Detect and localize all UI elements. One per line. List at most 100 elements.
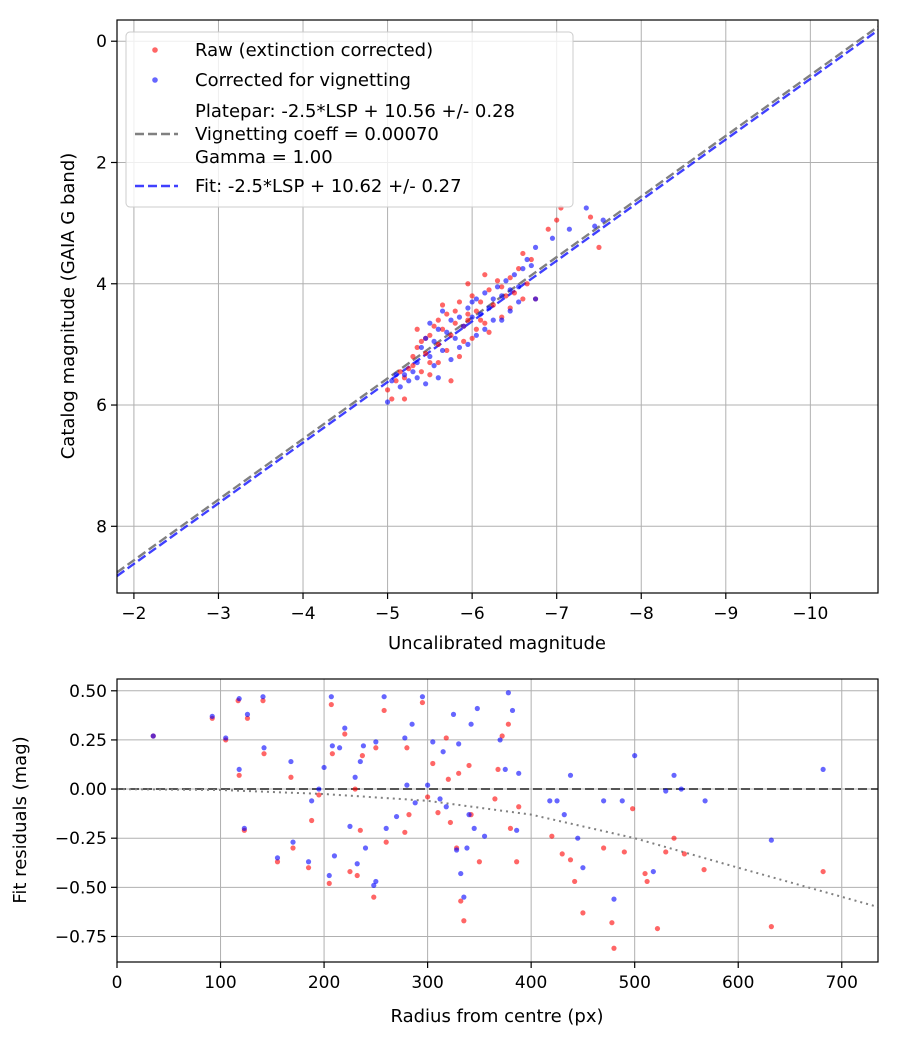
bottom-corrected-point: [288, 758, 294, 765]
top-corrected-point: [439, 347, 446, 354]
bottom-corrected-point: [456, 741, 462, 747]
bottom-raw-point: [549, 833, 555, 839]
top-corrected-point: [532, 296, 539, 302]
bottom-y-axis-label: Fit residuals (mag): [10, 736, 31, 903]
bottom-raw-point: [820, 868, 826, 875]
bottom-raw-point: [359, 753, 365, 759]
bottom-raw-point: [516, 804, 522, 810]
bottom-corrected-point: [236, 766, 242, 773]
bottom-raw-point: [244, 715, 251, 721]
bottom-x-tick-label: 500: [618, 973, 650, 993]
top-corrected-point: [435, 375, 441, 381]
top-corrected-point: [469, 314, 475, 320]
bottom-corrected-point: [514, 827, 520, 833]
top-raw-point: [545, 226, 551, 232]
top-raw-point: [384, 387, 391, 393]
top-plot-frame: [116, 19, 879, 594]
top-corrected-point: [516, 284, 522, 290]
top-x-tick-label: −3: [206, 604, 231, 624]
top-corrected-point: [414, 375, 420, 381]
bottom-corrected-point: [820, 766, 826, 773]
bottom-y-tick-label: 0.25: [69, 731, 107, 751]
bottom-corrected-point: [241, 825, 247, 831]
bottom-corrected-point: [260, 694, 266, 700]
bottom-raw-point: [642, 870, 648, 877]
top-x-tick-label: −10: [792, 604, 828, 624]
bottom-corrected-point: [440, 749, 446, 755]
top-raw-point: [427, 372, 433, 378]
top-raw-point: [431, 323, 437, 329]
bottom-raw-point: [768, 924, 774, 930]
top-corrected-point: [494, 284, 501, 290]
bottom-raw-point: [492, 796, 498, 802]
bottom-corrected-point: [383, 825, 389, 831]
bottom-y-tick-label: −0.75: [55, 927, 107, 947]
top-y-tick-label: 6: [96, 396, 107, 416]
legend-fit-label: Fit: -2.5*LSP + 10.62 +/- 0.27: [195, 176, 462, 197]
top-raw-point: [448, 378, 454, 384]
bottom-corrected-point: [509, 707, 516, 714]
top-corrected-point: [423, 381, 429, 387]
bottom-corrected-point: [409, 721, 415, 727]
legend-corrected-marker: [152, 77, 158, 83]
bottom-raw-point: [425, 794, 431, 800]
legend-box: [125, 31, 574, 208]
bottom-raw-point: [499, 733, 505, 739]
bottom-x-tick-label: 100: [204, 973, 236, 993]
top-raw-point: [465, 311, 471, 317]
bottom-corrected-point: [371, 882, 377, 888]
top-corrected-point: [490, 296, 496, 302]
bottom-corrected-point: [309, 798, 315, 804]
top-raw-point: [469, 293, 475, 299]
bottom-corrected-point: [223, 735, 229, 741]
bottom-corrected-point: [502, 766, 508, 773]
top-raw-point: [482, 320, 488, 326]
bottom-raw-point: [461, 918, 467, 924]
bottom-raw-point: [445, 776, 451, 782]
bottom-raw-point: [402, 829, 408, 835]
top-raw-point: [461, 338, 467, 344]
top-y-tick-label: 4: [96, 275, 107, 295]
bottom-raw-point: [329, 751, 335, 757]
bottom-reference-lines: [116, 788, 879, 908]
top-corrected-point: [477, 311, 484, 317]
top-raw-point: [554, 217, 560, 223]
top-corrected-point: [384, 399, 391, 405]
bottom-corrected-point: [274, 855, 281, 861]
top-corrected-point: [456, 344, 463, 351]
fit-line: [116, 29, 879, 577]
top-x-tick-label: −8: [629, 604, 654, 624]
bottom-raw-point: [261, 751, 267, 757]
platepar-line: [116, 25, 879, 574]
bottom-corrected-point: [678, 786, 684, 792]
top-raw-point: [439, 302, 446, 308]
top-raw-point: [435, 341, 441, 347]
top-raw-point: [473, 308, 479, 314]
top-corrected-point: [401, 372, 408, 378]
bottom-corrected-point: [244, 711, 251, 717]
top-raw-point: [528, 256, 534, 263]
top-fit-lines: [116, 25, 879, 577]
bottom-raw-point: [309, 817, 315, 824]
top-raw-point: [435, 359, 441, 366]
bottom-raw-point: [435, 810, 441, 816]
legend-platepar-line3: Gamma = 1.00: [195, 147, 333, 168]
bottom-corrected-point: [671, 772, 677, 778]
top-corrected-point: [431, 338, 437, 344]
bottom-corrected-point: [464, 845, 470, 851]
bottom-corrected-point: [461, 894, 467, 900]
bottom-corrected-point: [430, 739, 436, 745]
bottom-corrected-point: [150, 733, 156, 739]
legend-platepar-line1: Platepar: -2.5*LSP + 10.56 +/- 0.28: [195, 101, 515, 122]
bottom-corrected-point: [481, 833, 488, 839]
legend: Raw (extinction corrected) Corrected for…: [125, 31, 574, 208]
top-corrected-point: [507, 287, 513, 293]
bottom-corrected-point: [567, 772, 574, 778]
top-raw-point: [448, 332, 454, 338]
top-corrected-point: [418, 344, 424, 351]
top-corrected-point: [507, 308, 513, 314]
top-corrected-point: [592, 223, 598, 229]
bottom-corrected-point: [425, 782, 431, 788]
bottom-corrected-point: [236, 696, 242, 702]
bottom-y-tick-label: 0.00: [69, 780, 107, 800]
